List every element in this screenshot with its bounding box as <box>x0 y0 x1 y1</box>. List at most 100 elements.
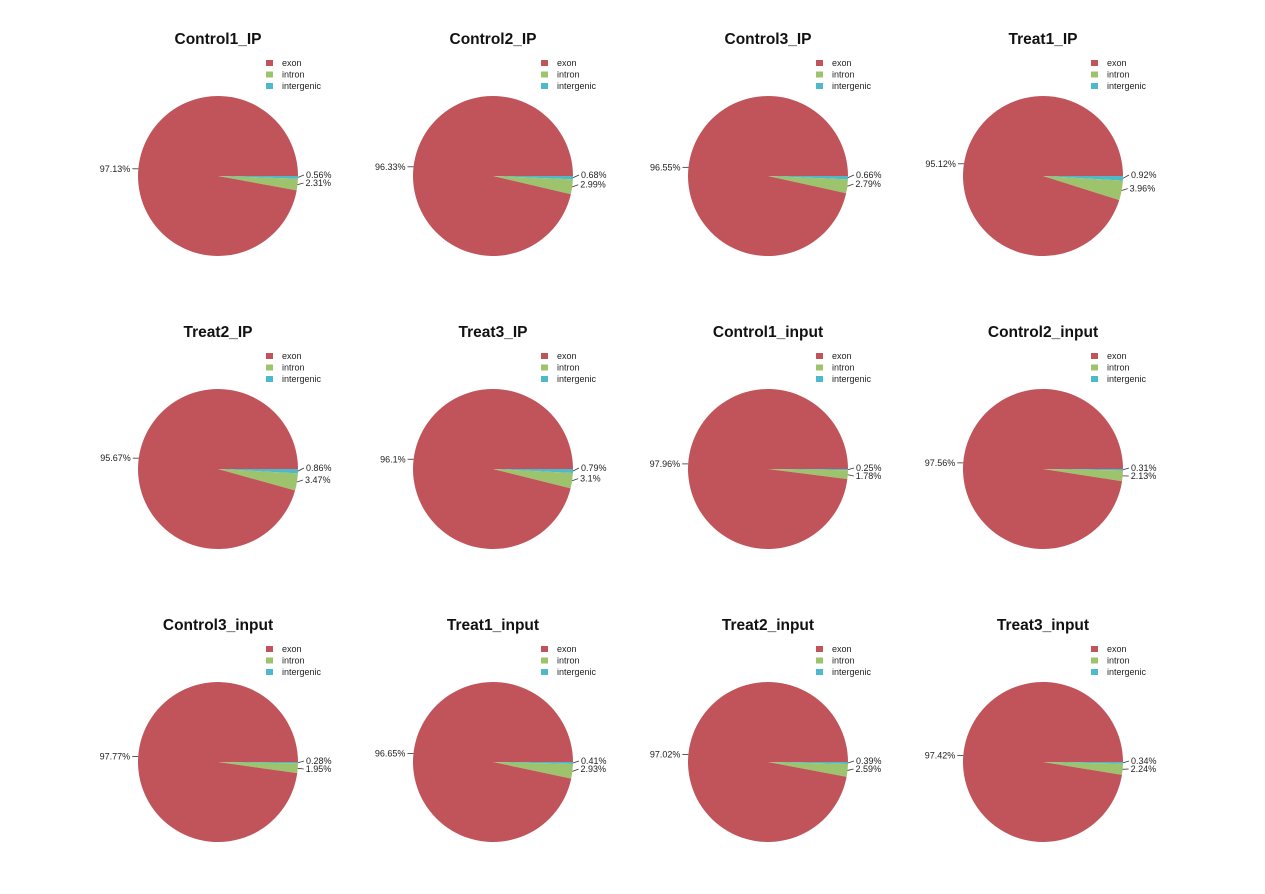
pie-panel: Treat3_IP 96.1% 3.1%0.79% exon introninterge… <box>380 324 607 549</box>
legend-label-intergenic: intergenic <box>557 667 597 677</box>
legend-swatch-intergenic <box>816 376 823 382</box>
pie-percentage-label: 2.79% <box>855 179 881 189</box>
pie-percentage-label: 2.24% <box>1131 764 1157 774</box>
legend-label-exon: exon <box>832 351 852 361</box>
legend-swatch-exon <box>541 646 548 652</box>
pie-slice-intron <box>493 176 573 195</box>
legend-label-intron: intron <box>282 363 305 373</box>
label-leader-line <box>572 478 579 482</box>
legend-label-intergenic: intergenic <box>832 81 872 91</box>
legend-swatch-intergenic <box>266 83 273 89</box>
pie-percentage-label: 0.41% <box>581 756 607 766</box>
pie-percentage-label: 96.1% <box>380 454 406 464</box>
pie-percentage-label: 0.31% <box>1131 463 1157 473</box>
pie-percentage-label: 0.25% <box>856 463 882 473</box>
legend-swatch-exon <box>816 353 823 359</box>
legend-swatch-intergenic <box>541 376 548 382</box>
pie-percentage-label: 96.65% <box>375 749 406 759</box>
label-leader-line <box>297 767 304 770</box>
pie-percentage-label: 0.39% <box>856 756 882 766</box>
label-leader-line <box>572 184 579 188</box>
pie-slice-exon <box>963 681 1123 842</box>
label-leader-line <box>1122 467 1130 471</box>
legend-label-intron: intron <box>832 363 855 373</box>
pie-percentage-label: 2.99% <box>580 180 606 190</box>
pie-slice-intergenic <box>493 762 573 765</box>
legend-swatch-exon <box>1091 646 1098 652</box>
legend-swatch-intron <box>1091 71 1098 78</box>
label-leader-line <box>847 474 854 477</box>
legend-swatch-intergenic <box>1091 376 1098 382</box>
legend-label-exon: exon <box>832 644 852 654</box>
pie-slice-intergenic <box>218 176 298 179</box>
legend-label-intergenic: intergenic <box>832 374 872 384</box>
pie-slice-exon <box>138 389 298 550</box>
legend-label-intergenic: intergenic <box>282 667 322 677</box>
pie-percentage-label: 2.93% <box>580 764 606 774</box>
legend-label-intergenic: intergenic <box>557 81 597 91</box>
legend-label-intron: intron <box>557 656 580 666</box>
pie-percentage-label: 3.1% <box>580 474 601 484</box>
pie-slice-intergenic <box>493 176 574 180</box>
label-leader-line <box>847 183 854 187</box>
legend-label-exon: exon <box>1107 351 1127 361</box>
pie-slice-exon <box>138 682 298 843</box>
pie-percentage-label: 0.34% <box>1131 756 1157 766</box>
pie-percentage-label: 0.28% <box>306 756 332 766</box>
panel-title: Treat3_IP <box>459 324 528 341</box>
pie-percentage-label: 95.12% <box>925 159 956 169</box>
pie-percentage-label: 3.47% <box>305 475 331 485</box>
pie-panel: Treat2_input 97.02% 2.59%0.39% exon intronin… <box>650 617 882 842</box>
pie-panel: Control3_input 97.77% 1.95%0.28% exon intron… <box>100 617 332 843</box>
pie-slice-intergenic <box>1043 469 1123 471</box>
pie-percentage-label: 97.02% <box>650 750 681 760</box>
legend-label-intron: intron <box>557 363 580 373</box>
legend-swatch-intron <box>541 364 548 371</box>
legend-swatch-exon <box>266 646 273 652</box>
label-leader-line <box>847 467 855 471</box>
legend-swatch-intron <box>816 364 823 371</box>
legend-swatch-intergenic <box>816 83 823 89</box>
legend-swatch-intron <box>266 657 273 664</box>
pie-percentage-label: 2.13% <box>1131 471 1157 481</box>
panel-title: Control3_input <box>163 617 273 634</box>
label-leader-line <box>572 768 579 772</box>
legend-swatch-exon <box>541 353 548 359</box>
legend-label-intron: intron <box>1107 70 1130 80</box>
pie-slice-intron <box>218 762 298 774</box>
legend-swatch-intron <box>266 71 273 78</box>
pie-panel: Treat1_input 96.65% 2.93%0.41% exon intronin… <box>375 617 607 842</box>
pie-percentage-label: 0.56% <box>306 170 332 180</box>
legend-label-intron: intron <box>1107 656 1130 666</box>
legend-label-exon: exon <box>557 644 577 654</box>
legend-label-exon: exon <box>282 351 302 361</box>
pie-percentage-label: 97.56% <box>925 458 956 468</box>
legend-swatch-exon <box>1091 353 1098 359</box>
legend-label-exon: exon <box>557 58 577 68</box>
pie-percentage-label: 0.66% <box>856 170 882 180</box>
legend-swatch-exon <box>1091 60 1098 66</box>
pie-slice-intergenic <box>768 762 849 764</box>
label-leader-line <box>572 174 580 179</box>
legend-swatch-exon <box>541 60 548 66</box>
pie-slice-exon <box>413 95 574 256</box>
label-leader-line <box>1121 188 1128 191</box>
panel-title: Control1_IP <box>175 31 262 48</box>
pie-slice-intron <box>768 176 848 194</box>
pie-slice-intron <box>1043 176 1123 201</box>
pie-panel: Control2_input 97.56% 2.13%0.31% exon intron… <box>925 324 1157 549</box>
pie-slice-intron <box>1043 762 1123 775</box>
pie-percentage-label: 2.31% <box>306 178 332 188</box>
label-leader-line <box>847 768 854 771</box>
pie-slice-intergenic <box>768 176 848 180</box>
legend-swatch-exon <box>266 60 273 66</box>
pie-percentage-label: 1.95% <box>306 764 332 774</box>
legend-label-intergenic: intergenic <box>1107 667 1147 677</box>
pie-slice-intron <box>218 176 298 191</box>
label-leader-line <box>1122 760 1130 764</box>
pie-slice-intron <box>218 469 298 491</box>
pie-slice-intergenic <box>218 469 298 474</box>
pie-panel: Treat3_input 97.42% 2.24%0.34% exon intronin… <box>925 617 1157 842</box>
pie-slice-exon <box>138 95 298 256</box>
